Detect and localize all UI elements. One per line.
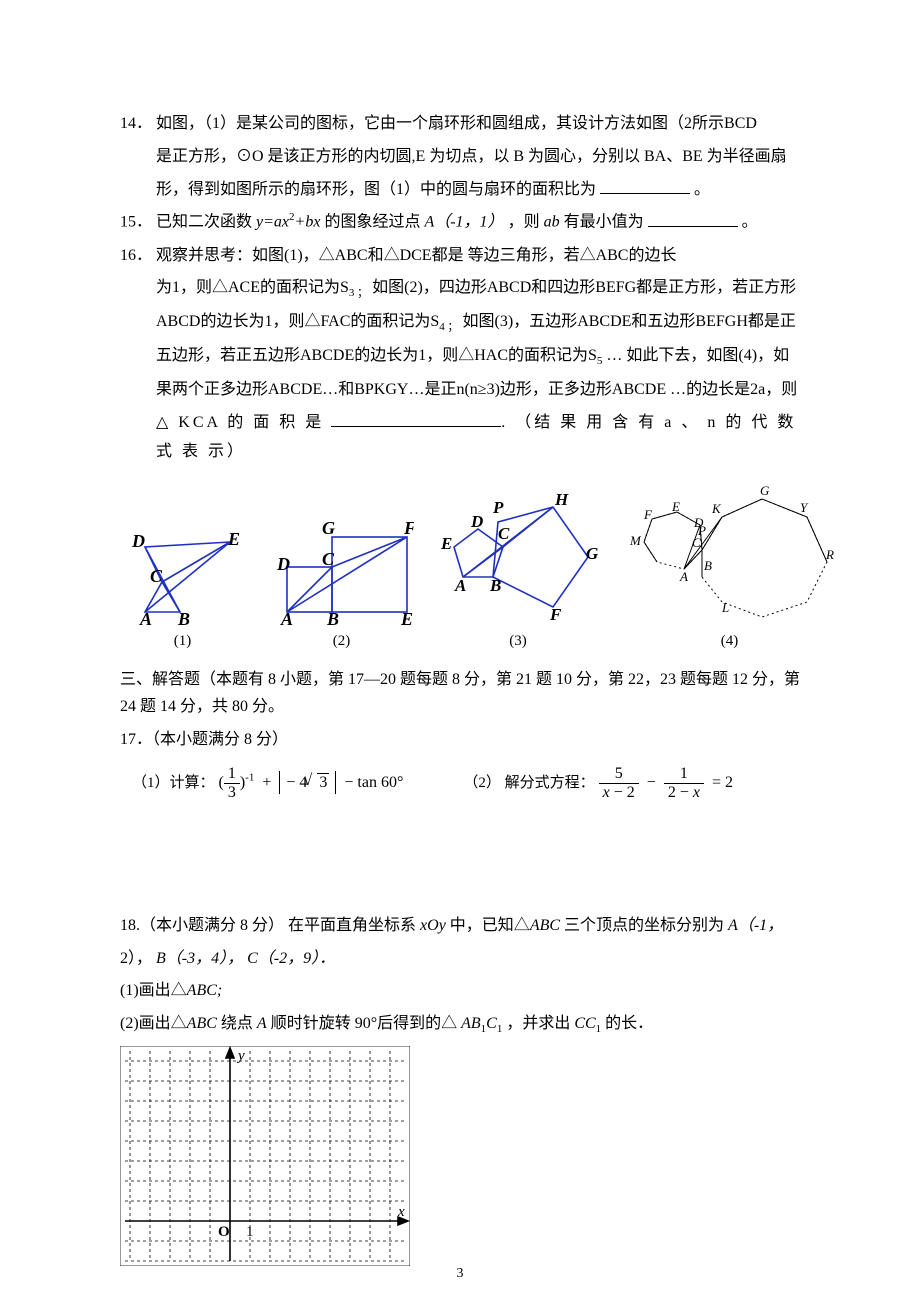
fig1-cap: (1)	[120, 633, 245, 650]
svg-text:E: E	[440, 534, 452, 553]
q17-p2: （2） 解分式方程： 5x − 2 − 12 − x = 2	[463, 765, 733, 802]
q14-l3: 形，得到如图所示的扇环形，图（1）中的圆与扇环的面积比为 。	[120, 176, 810, 205]
svg-text:E: E	[671, 499, 680, 514]
fig1: A B C D E (1)	[120, 512, 245, 650]
svg-text:Y: Y	[800, 500, 809, 515]
svg-text:C: C	[498, 524, 510, 543]
svg-text:A: A	[679, 569, 688, 584]
svg-text:B: B	[326, 609, 339, 627]
q14-num: 14．	[120, 115, 152, 132]
q14: 14． 如图，（1）是某公司的图标，它由一个扇环形和圆组成，其设计方法如图（2所…	[120, 110, 810, 139]
q15: 15． 已知二次函数 y=ax2+bx 的图象经过点 A（-1，1） ，则 ab…	[120, 208, 810, 237]
svg-text:D: D	[276, 554, 290, 574]
q16-figures: A B C D E (1) AB E DC GF	[120, 477, 810, 650]
fig3: A B CDE F G H P (3)	[438, 487, 598, 650]
q15-blank[interactable]	[648, 211, 738, 227]
svg-text:E: E	[400, 609, 413, 627]
q17-num: 17．（本小题满分 8 分）	[120, 726, 810, 755]
svg-text:F: F	[403, 518, 414, 538]
q18-grid: y x O 1	[120, 1046, 810, 1271]
q16-l4: 五边形，若正五边形ABCDE的边长为1，则△HAC的面积记为S5 … 如此下去，…	[120, 342, 810, 372]
svg-text:P: P	[492, 498, 504, 517]
q18-p2: (2)画出△ABC 绕点 A 顺时针旋转 90°后得到的△ AB1C1 ，并求出…	[120, 1010, 810, 1040]
svg-text:B: B	[489, 576, 501, 595]
svg-text:G: G	[760, 483, 770, 498]
svg-text:R: R	[825, 547, 834, 562]
q16-l2: 为1，则△ACE的面积记为S3 ； 如图(2)，四边形ABCD和四边形BEFG都…	[120, 274, 810, 304]
svg-text:A: A	[280, 609, 293, 627]
fig1-svg: A B C D E	[120, 512, 245, 627]
svg-text:C: C	[150, 566, 163, 586]
q16-l6: △ KCA 的 面 积 是 . （结 果 用 含 有 a 、 n 的 代 数 式…	[120, 409, 810, 467]
page-number: 3	[457, 1266, 464, 1282]
fig4-svg: AB CD EFM KP GY RL	[622, 477, 837, 627]
svg-text:H: H	[554, 490, 569, 509]
section3-title: 三、解答题（本题有 8 小题，第 17—20 题每题 8 分，第 21 题 10…	[120, 666, 810, 720]
q17-equations: （1）计算： (13)-1 + − 43 − tan 60° （2） 解分式方程…	[132, 765, 810, 802]
q18-p1: (1)画出△ABC;	[120, 977, 810, 1006]
q14-line1: 如图，（1）是某公司的图标，它由一个扇环形和圆组成，其设计方法如图（2所示BCD	[156, 115, 757, 132]
fig2-svg: A B E D C G F	[269, 512, 414, 627]
svg-text:P: P	[697, 523, 706, 538]
grid-svg: y x O 1	[120, 1046, 410, 1266]
svg-text:F: F	[549, 605, 562, 624]
q16-num: 16．	[120, 247, 152, 264]
svg-text:L: L	[721, 600, 729, 615]
svg-text:K: K	[711, 501, 722, 516]
svg-text:G: G	[322, 518, 335, 538]
svg-text:A: A	[454, 576, 466, 595]
svg-text:C: C	[322, 549, 335, 569]
svg-text:M: M	[629, 533, 642, 548]
svg-text:A: A	[139, 609, 152, 627]
svg-text:y: y	[236, 1048, 245, 1064]
svg-text:B: B	[704, 558, 712, 573]
q18: 18.（本小题满分 8 分） 在平面直角坐标系 xOy 中，已知△ABC 三个顶…	[120, 912, 810, 941]
svg-text:1: 1	[246, 1224, 254, 1240]
q16-l3: ABCD的边长为1，则△FAC的面积记为S4 ； 如图(3)，五边形ABCDE和…	[120, 308, 810, 338]
svg-text:F: F	[643, 507, 653, 522]
q14-l2: 是正方形，⊙O 是该正方形的内切圆,E 为切点，以 B 为圆心，分别以 BA、B…	[120, 143, 810, 172]
q16: 16． 观察并思考：如图(1)，△ABC和△DCE都是 等边三角形，若△ABC的…	[120, 242, 810, 271]
fig4: AB CD EFM KP GY RL (4)	[622, 477, 837, 650]
svg-text:O: O	[218, 1224, 230, 1240]
q15-num: 15．	[120, 214, 152, 231]
q16-l5: 果两个正多边形ABCDE…和BPKGY…是正n(n≥3)边形，正多边形ABCDE…	[120, 376, 810, 405]
svg-text:D: D	[131, 531, 145, 551]
fig3-svg: A B CDE F G H P	[438, 487, 598, 627]
svg-text:E: E	[227, 529, 240, 549]
svg-text:x: x	[397, 1204, 405, 1220]
fig4-cap: (4)	[622, 633, 837, 650]
svg-text:D: D	[470, 512, 483, 531]
svg-text:G: G	[586, 544, 598, 563]
svg-text:B: B	[177, 609, 190, 627]
fig2-cap: (2)	[269, 633, 414, 650]
q14-blank[interactable]	[600, 178, 690, 194]
fig2: A B E D C G F (2)	[269, 512, 414, 650]
q17-p1: （1）计算： (13)-1 + − 43 − tan 60°	[132, 765, 403, 802]
q18-l2: 2）， B（-3，4）， C（-2，9）．	[120, 945, 810, 974]
fig3-cap: (3)	[438, 633, 598, 650]
q16-blank[interactable]	[331, 411, 501, 427]
